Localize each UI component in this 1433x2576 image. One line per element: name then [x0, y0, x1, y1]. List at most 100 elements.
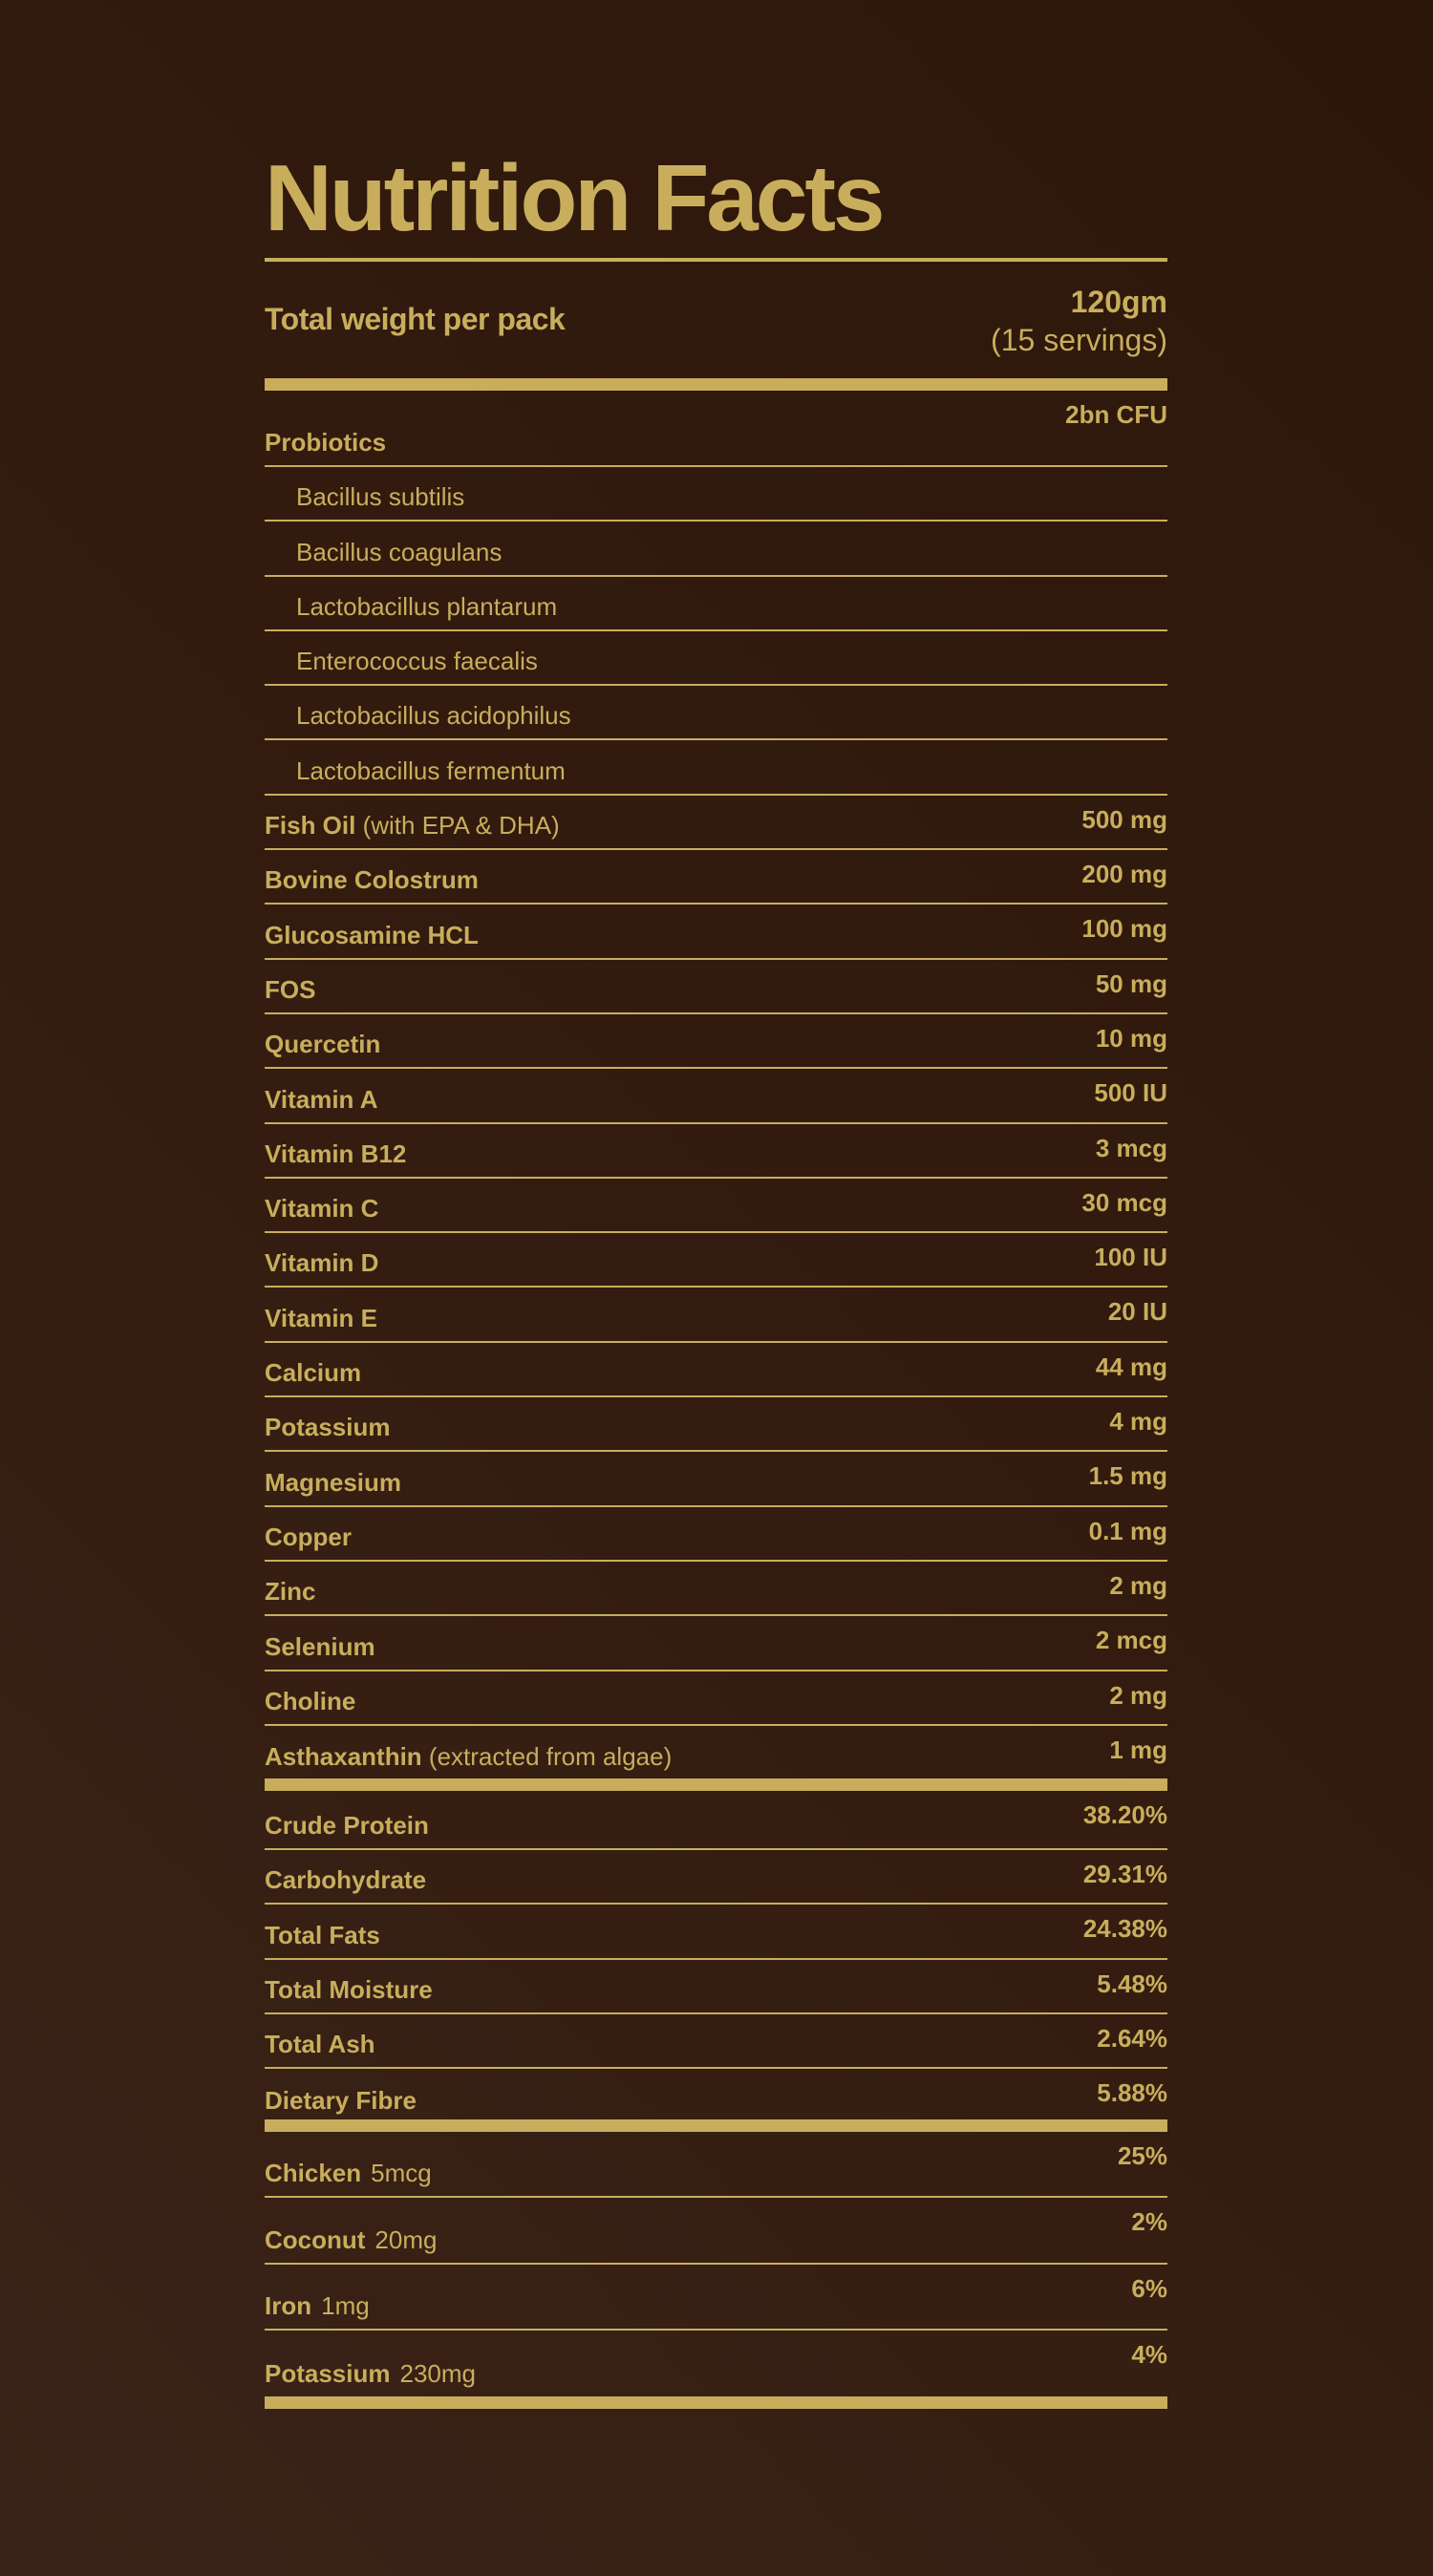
nutrient-row: Total Ash 2.64% — [265, 2014, 1167, 2070]
nutrient-value: 29.31% — [1082, 1860, 1167, 1888]
nutrient-value: 2% — [1131, 2207, 1167, 2237]
nutrient-name: Vitamin E — [265, 1303, 378, 1332]
nutrient-label: Quercetin — [265, 1030, 380, 1067]
nutrient-label: Selenium — [265, 1632, 375, 1670]
nutrient-name: Dietary Fibre — [265, 2086, 417, 2116]
nutrient-value: 500 mg — [1081, 804, 1167, 834]
nutrient-row: Potassium 4 mg — [265, 1397, 1167, 1453]
nutrient-label: Potassium — [265, 1413, 391, 1450]
nutrient-label: Dietary Fibre — [265, 2086, 417, 2123]
weight-amount: 120gm — [1070, 285, 1167, 319]
nutrient-row: Vitamin C 30 mcg — [265, 1179, 1167, 1234]
nutrient-name: Bacillus coagulans — [296, 537, 503, 566]
nutrient-row: Bovine Colostrum 200 mg — [265, 850, 1167, 905]
nutrient-name: Vitamin C — [265, 1194, 379, 1224]
nutrient-label: Bovine Colostrum — [265, 865, 479, 903]
nutrient-value: 6% — [1131, 2273, 1167, 2303]
nutrient-value: 4 mg — [1109, 1407, 1167, 1437]
nutrient-row: FOS 50 mg — [265, 960, 1167, 1014]
weight-label: Total weight per pack — [265, 302, 566, 336]
nutrient-name: Chicken — [265, 2159, 362, 2188]
nutrient-label: Glucosamine HCL — [265, 921, 479, 958]
nutrient-label: Vitamin E — [265, 1304, 377, 1341]
nutrient-name: Choline — [265, 1686, 356, 1715]
nutrient-label: Vitamin C — [265, 1194, 378, 1231]
nutrient-row: Copper 0.1 mg — [265, 1507, 1167, 1562]
nutrient-label: Asthaxanthin (extracted from algae) — [265, 1742, 672, 1779]
nutrient-name: Total Moisture — [265, 1974, 433, 2004]
nutrient-row: Vitamin B12 3 mcg — [265, 1124, 1167, 1179]
nutrient-value: 0.1 mg — [1088, 1516, 1167, 1545]
nutrient-name: Asthaxanthin — [265, 1741, 422, 1771]
nutrient-row: Vitamin A 500 IU — [265, 1069, 1167, 1124]
nutrient-row: Iron 1mg 6% — [265, 2265, 1167, 2331]
nutrient-name: Bovine Colostrum — [265, 865, 479, 895]
nutrient-value: 2bn CFU — [1065, 400, 1167, 429]
nutrient-label: Carbohydrate — [265, 1865, 426, 1903]
nutrient-label: Copper — [265, 1522, 352, 1560]
nutrient-label: Magnesium — [265, 1468, 401, 1505]
nutrient-name: FOS — [265, 974, 316, 1004]
nutrient-name: Fish Oil — [265, 811, 356, 841]
nutrient-row: Probiotics 2bn CFU — [265, 391, 1167, 467]
nutrient-name: Magnesium — [265, 1467, 402, 1497]
nutrient-value: 24.38% — [1082, 1914, 1167, 1944]
nutrient-label: FOS — [265, 975, 315, 1012]
nutrient-row: Potassium 230mg 4% — [265, 2331, 1167, 2396]
nutrient-name: Total Fats — [265, 1920, 380, 1949]
nutrient-name: Quercetin — [265, 1030, 381, 1059]
thick-divider — [265, 2396, 1167, 2409]
thick-divider — [265, 378, 1167, 391]
nutrient-value: 25% — [1117, 2141, 1167, 2170]
nutrient-note: (with EPA & DHA) — [362, 811, 560, 841]
nutrient-name: Vitamin D — [265, 1248, 379, 1278]
nutrient-row: Coconut 20mg 2% — [265, 2198, 1167, 2265]
nutrient-label: Bacillus coagulans — [265, 538, 502, 575]
nutrient-name: Vitamin A — [265, 1084, 378, 1114]
nutrient-row: Vitamin D 100 IU — [265, 1233, 1167, 1288]
nutrient-amount: 230mg — [399, 2359, 477, 2389]
analysis-section: Crude Protein 38.20% Carbohydrate 29.31% Tot… — [265, 1791, 1167, 2123]
nutrient-value: 100 mg — [1081, 914, 1167, 944]
nutrient-value: 44 mg — [1095, 1352, 1167, 1381]
nutrient-name: Calcium — [265, 1358, 362, 1388]
nutrient-label: Total Ash — [265, 2030, 375, 2067]
thick-divider — [265, 2119, 1167, 2132]
nutrient-label: Lactobacillus plantarum — [265, 592, 557, 629]
nutrient-value: 1 mg — [1109, 1735, 1167, 1764]
divider — [265, 258, 1167, 262]
nutrient-row: Zinc 2 mg — [265, 1562, 1167, 1617]
nutrient-value: 38.20% — [1082, 1800, 1167, 1829]
nutrient-row: Asthaxanthin (extracted from algae) 1 mg — [265, 1726, 1167, 1779]
nutrient-row: Carbohydrate 29.31% — [265, 1850, 1167, 1905]
nutrient-value: 1.5 mg — [1088, 1461, 1167, 1491]
nutrient-row: Quercetin 10 mg — [265, 1014, 1167, 1070]
nutrient-name: Bacillus subtilis — [296, 482, 465, 512]
nutrient-label: Choline — [265, 1687, 355, 1724]
nutrient-value: 3 mcg — [1095, 1133, 1167, 1162]
nutrient-name: Enterococcus faecalis — [296, 647, 538, 676]
page-title: Nutrition Facts — [265, 145, 885, 250]
weight-value: 120gm (15 servings) — [991, 283, 1167, 359]
nutrient-row: Lactobacillus plantarum — [265, 577, 1167, 631]
servings: (15 servings) — [991, 323, 1167, 357]
nutrient-label: Fish Oil (with EPA & DHA) — [265, 811, 560, 848]
nutrient-row: Selenium 2 mcg — [265, 1616, 1167, 1671]
nutrient-label: Lactobacillus fermentum — [265, 756, 566, 794]
nutrient-name: Glucosamine HCL — [265, 920, 479, 949]
nutrient-name: Lactobacillus plantarum — [296, 591, 558, 621]
nutrient-row: Magnesium 1.5 mg — [265, 1452, 1167, 1507]
nutrient-label: Lactobacillus acidophilus — [265, 701, 571, 738]
nutrient-name: Carbohydrate — [265, 1865, 427, 1895]
nutrient-name: Zinc — [265, 1577, 316, 1607]
nutrient-label: Probiotics — [265, 428, 386, 465]
nutrient-row: Bacillus subtilis — [265, 467, 1167, 522]
nutrient-label: Vitamin D — [265, 1248, 378, 1286]
nutrient-label: Enterococcus faecalis — [265, 647, 538, 684]
nutrient-row: Total Moisture 5.48% — [265, 1960, 1167, 2014]
nutrient-amount: 5mcg — [371, 2159, 432, 2188]
nutrient-value: 10 mg — [1095, 1023, 1167, 1053]
nutrient-row: Crude Protein 38.20% — [265, 1791, 1167, 1850]
nutrient-value: 500 IU — [1094, 1078, 1167, 1108]
nutrient-value: 30 mcg — [1081, 1187, 1167, 1217]
